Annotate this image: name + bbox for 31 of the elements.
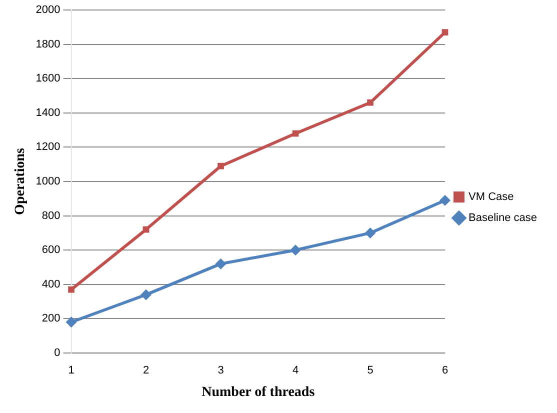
x-tick-label: 4 <box>292 364 299 377</box>
point <box>140 289 152 300</box>
y-tick-label: 0 <box>54 347 60 360</box>
x-tick-label: 6 <box>442 364 448 377</box>
point <box>215 258 226 270</box>
y-tick-label: 400 <box>42 278 60 290</box>
y-tick-label: 200 <box>42 312 60 325</box>
legend-label: Baseline case <box>468 212 538 224</box>
y-tick-label: 1600 <box>36 72 60 85</box>
x-tick-label: 3 <box>218 364 224 377</box>
x-tick-label: 1 <box>68 364 74 377</box>
point <box>66 316 77 328</box>
y-tick-label: 2000 <box>36 4 60 16</box>
y-tick-label: 600 <box>42 244 60 256</box>
point <box>218 162 224 170</box>
y-tick-label: 1800 <box>36 38 60 50</box>
y-tick-label: 1400 <box>36 106 60 119</box>
y-tick-label: 1000 <box>36 176 60 188</box>
y-tick-label: 1200 <box>36 141 60 154</box>
y-tick-label: 800 <box>42 210 60 222</box>
point <box>442 29 448 36</box>
point <box>290 244 302 256</box>
point <box>440 194 451 206</box>
point <box>367 99 374 106</box>
y-axis-title: Operations <box>13 148 28 215</box>
point <box>68 286 74 293</box>
x-axis-title: Number of threads <box>202 385 316 400</box>
x-tick-label: 5 <box>367 364 374 377</box>
point <box>364 227 376 238</box>
x-tick-label: 2 <box>142 364 150 377</box>
legend-label: VM Case <box>468 191 514 204</box>
